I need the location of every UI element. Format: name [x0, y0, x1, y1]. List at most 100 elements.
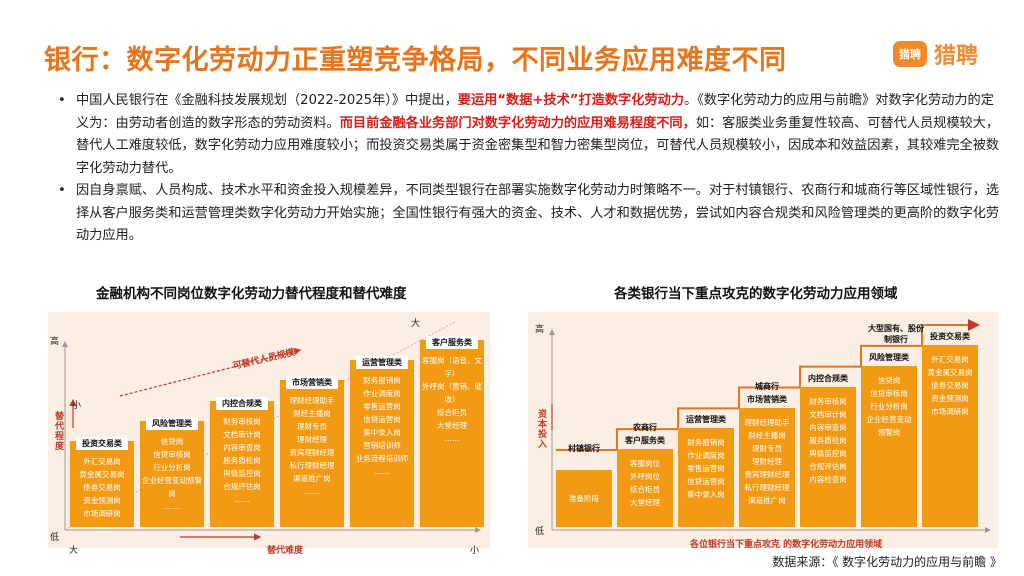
bullet-1-highlight-b: 而目前金融各业务部门对数字化劳动力的应用难易程度不同，	[339, 115, 696, 131]
right-step-6-item-2: 信贷审核岗	[870, 388, 908, 398]
right-step-4: 理财经理助手 财经主播岗理财专员理财经理贵宾理财经理 私行理财经理 渠道推广岗	[739, 407, 795, 527]
left-step-4-item-8: ……	[304, 487, 320, 497]
right-step-5-item-7: 内容检查岗	[809, 474, 847, 484]
right-step-4-item-5: 贵宾理财经理	[744, 469, 790, 479]
left-top-right-label: 大	[411, 319, 421, 329]
bullet-item-1: 中国人民银行在《金融科技发展规划（2022-2025年）》中提出，要运用“数据+…	[58, 90, 1002, 180]
left-step-4: 理财经理助手 财经主播岗 理财专员 理财经理 贵宾理财经理 私行理财经理 渠道推广岗 ……	[280, 380, 344, 527]
left-x-right-label: 小	[470, 546, 480, 556]
bullet-item-2: 因自身禀赋、人员构成、技术水平和资金投入规模差异，不同类型银行在部署实施数字化劳…	[58, 180, 1002, 248]
right-step-5-label: 内控合规类	[808, 373, 848, 383]
left-step-2-label: 风险管理类	[146, 416, 198, 430]
left-step-3-label: 内控合规类	[216, 396, 268, 410]
left-step-6-item-3: 综合柜员	[437, 408, 467, 417]
right-step-4-item-2: 财经主播岗	[748, 430, 786, 440]
right-step-7-item-5: 市场调研岗	[931, 407, 969, 416]
left-step-6-label: 客户服务类	[426, 336, 478, 349]
left-step-4-item-3: 理财专员	[297, 422, 327, 432]
right-step-3-item-2: 作业调度岗	[687, 451, 725, 461]
right-step-5-item-4: 服务质检岗	[809, 435, 847, 445]
right-step-6-item-4: 企业经营变动	[866, 414, 912, 424]
right-step-3-label: 运营管理类	[686, 415, 726, 425]
bullet-list: 中国人民银行在《金融科技发展规划（2022-2025年）》中提出，要运用“数据+…	[58, 90, 1002, 248]
right-step-3: 财务报销岗作业调度岗零售运营岗信贷运营岗集中录入岗	[678, 428, 734, 527]
left-step-5: 财务报销岗 作业调度岗 零售运营岗 信贷运营岗 集中录入岗 营销培训师 业务流程培训师 ……	[350, 360, 414, 527]
left-step-3-item-4: 服务质检岗	[223, 455, 261, 465]
right-step-3-item-4: 信贷运营岗	[687, 477, 725, 487]
right-step-6-item-5: 预警岗	[877, 427, 901, 437]
right-step-4-item-1: 理财经理助手	[744, 417, 790, 427]
bullet-1-highlight-a: 要运用“数据+技术”打造数字化劳动力	[457, 93, 684, 108]
left-step-6: 客服岗（语音、文字） 外呼岗（营销、催收） 综合柜员 大堂经理 ……	[420, 340, 484, 527]
right-step-5: 财务审核岗 文档审计岗 内容审查岗 服务质检岗 舆情监控岗 合规评估岗 内容检查岗	[800, 386, 856, 527]
bullet-1-text-a: 中国人民银行在《金融科技发展规划（2022-2025年）》中提出，	[76, 93, 458, 108]
right-step-6-item-1: 信贷岗	[877, 375, 901, 385]
right-bank-label-1: 村镇银行	[568, 444, 600, 453]
left-step-3-item-7: ……	[234, 494, 250, 504]
left-step-2: 信贷岗 信贷审核岗 行业分析岗 企业经营变动预警岗 ……	[140, 420, 204, 527]
right-step-6: 信贷岗信贷审核岗行业分析岗企业经营变动 预警岗	[861, 365, 917, 527]
left-step-3: 财务审核岗 文档审计岗 内容审查岗 服务质检岗 舆情监控岗 合规评估岗 ……	[210, 400, 274, 527]
right-y-low-label: 低	[535, 527, 545, 537]
right-step-7-label: 投资交易类	[930, 332, 970, 341]
right-step-5-item-1: 财务审核岗	[809, 396, 847, 406]
right-step-3-item-3: 零售运营岗	[687, 464, 725, 474]
bullet-1-text-b: 。《数字化劳动力的应用与前瞻》对数字化劳动力的定义为：由劳动者创造的数字形态的劳…	[76, 93, 994, 131]
left-step-5-item-6: 营销培训师	[363, 441, 401, 451]
brand-logo: 猎聘 猎聘	[893, 38, 978, 70]
right-step-2-item-4: 大堂经理	[630, 498, 660, 508]
right-step-7-item-4: 资金预测岗	[931, 394, 969, 403]
right-step-7-item-1: 外汇交易岗	[931, 355, 969, 364]
data-source: 数据来源：《 数字化劳动力的应用与前瞻 》	[772, 555, 1002, 569]
right-step-4-item-7: 渠道推广岗	[748, 495, 786, 505]
right-step-6-label: 风险管理类	[869, 352, 909, 362]
left-chart-title: 金融机构不同岗位数字化劳动力替代程度和替代难度	[96, 286, 407, 302]
left-step-6-item-1: 客服岗（语音、文字）	[422, 356, 482, 378]
left-step-5-item-1: 财务报销岗	[363, 376, 401, 386]
left-step-1-item-1: 外汇交易岗	[83, 457, 121, 466]
logo-text: 猎聘	[934, 44, 979, 69]
left-step-4-item-4: 理财经理	[297, 435, 327, 445]
right-chart-title: 各类银行当下重点攻克的数字化劳动力应用领域	[614, 286, 898, 302]
left-step-1-item-6: ……	[94, 522, 110, 531]
right-step-4-item-3: 理财专员	[752, 443, 782, 453]
right-bottom-caption: 各位银行当下重点攻克 的数字化劳动力应用领域	[690, 540, 883, 550]
right-step-7-item-3: 债券交易岗	[931, 381, 969, 390]
right-step-3-item-5: 集中录入岗	[687, 490, 725, 500]
left-step-2-item-4: 企业经营变动预警岗	[142, 475, 202, 498]
left-x-axis-name: 替代难度	[267, 546, 304, 556]
left-step-1-label: 投资交易类	[76, 437, 128, 450]
right-step-4-item-6: 私行理财经理	[744, 482, 790, 492]
left-step-2-item-3: 行业分析岗	[153, 462, 191, 472]
left-step-4-item-1: 理财经理助手	[289, 396, 335, 406]
left-y-axis-name: 替代程度	[55, 412, 65, 452]
left-step-1-item-3: 债券交易岗	[83, 483, 121, 492]
right-step-2-item-1: 客服岗位	[630, 459, 660, 469]
right-bank-label-4: 大型国有、股份制银行	[868, 323, 924, 344]
left-step-5-item-4: 信贷运营岗	[363, 415, 401, 425]
left-step-4-item-5: 贵宾理财经理	[289, 448, 335, 458]
left-step-4-label: 市场营销类	[286, 376, 338, 390]
left-step-1: 外汇交易岗 黄金属交易岗 债券交易岗 资金预测岗 市场调研岗 ……	[70, 441, 134, 531]
right-y-high-label: 高	[535, 325, 545, 335]
right-step-4-item-4: 理财经理	[752, 456, 782, 466]
right-step-4-label: 市场营销类	[747, 394, 787, 404]
right-step-1: 准备阶段	[556, 470, 612, 527]
right-step-6-item-3: 行业分析岗	[870, 401, 908, 411]
left-step-4-item-7: 渠道推广岗	[293, 474, 331, 484]
right-bank-label-2: 农商行	[633, 423, 657, 433]
right-step-3-item-1: 财务报销岗	[687, 438, 725, 448]
left-y-small-label: 小	[72, 401, 82, 411]
left-step-2-item-1: 信贷岗	[160, 436, 184, 446]
left-step-3-item-6: 合规评估岗	[223, 481, 261, 491]
left-step-1-item-2: 黄金属交易岗	[79, 470, 125, 479]
left-step-5-item-7: 业务流程培训师	[355, 454, 409, 464]
right-step-5-item-3: 内容审查岗	[809, 422, 847, 432]
left-step-3-item-1: 财务审核岗	[223, 416, 261, 426]
right-y-axis-name: 资本投入	[538, 410, 548, 450]
left-y-low-label: 低	[50, 533, 60, 543]
logo-badge-icon: 猎聘	[893, 41, 927, 67]
left-step-3-item-2: 文档审计岗	[223, 429, 261, 439]
left-step-1-item-4: 资金预测岗	[83, 496, 121, 505]
